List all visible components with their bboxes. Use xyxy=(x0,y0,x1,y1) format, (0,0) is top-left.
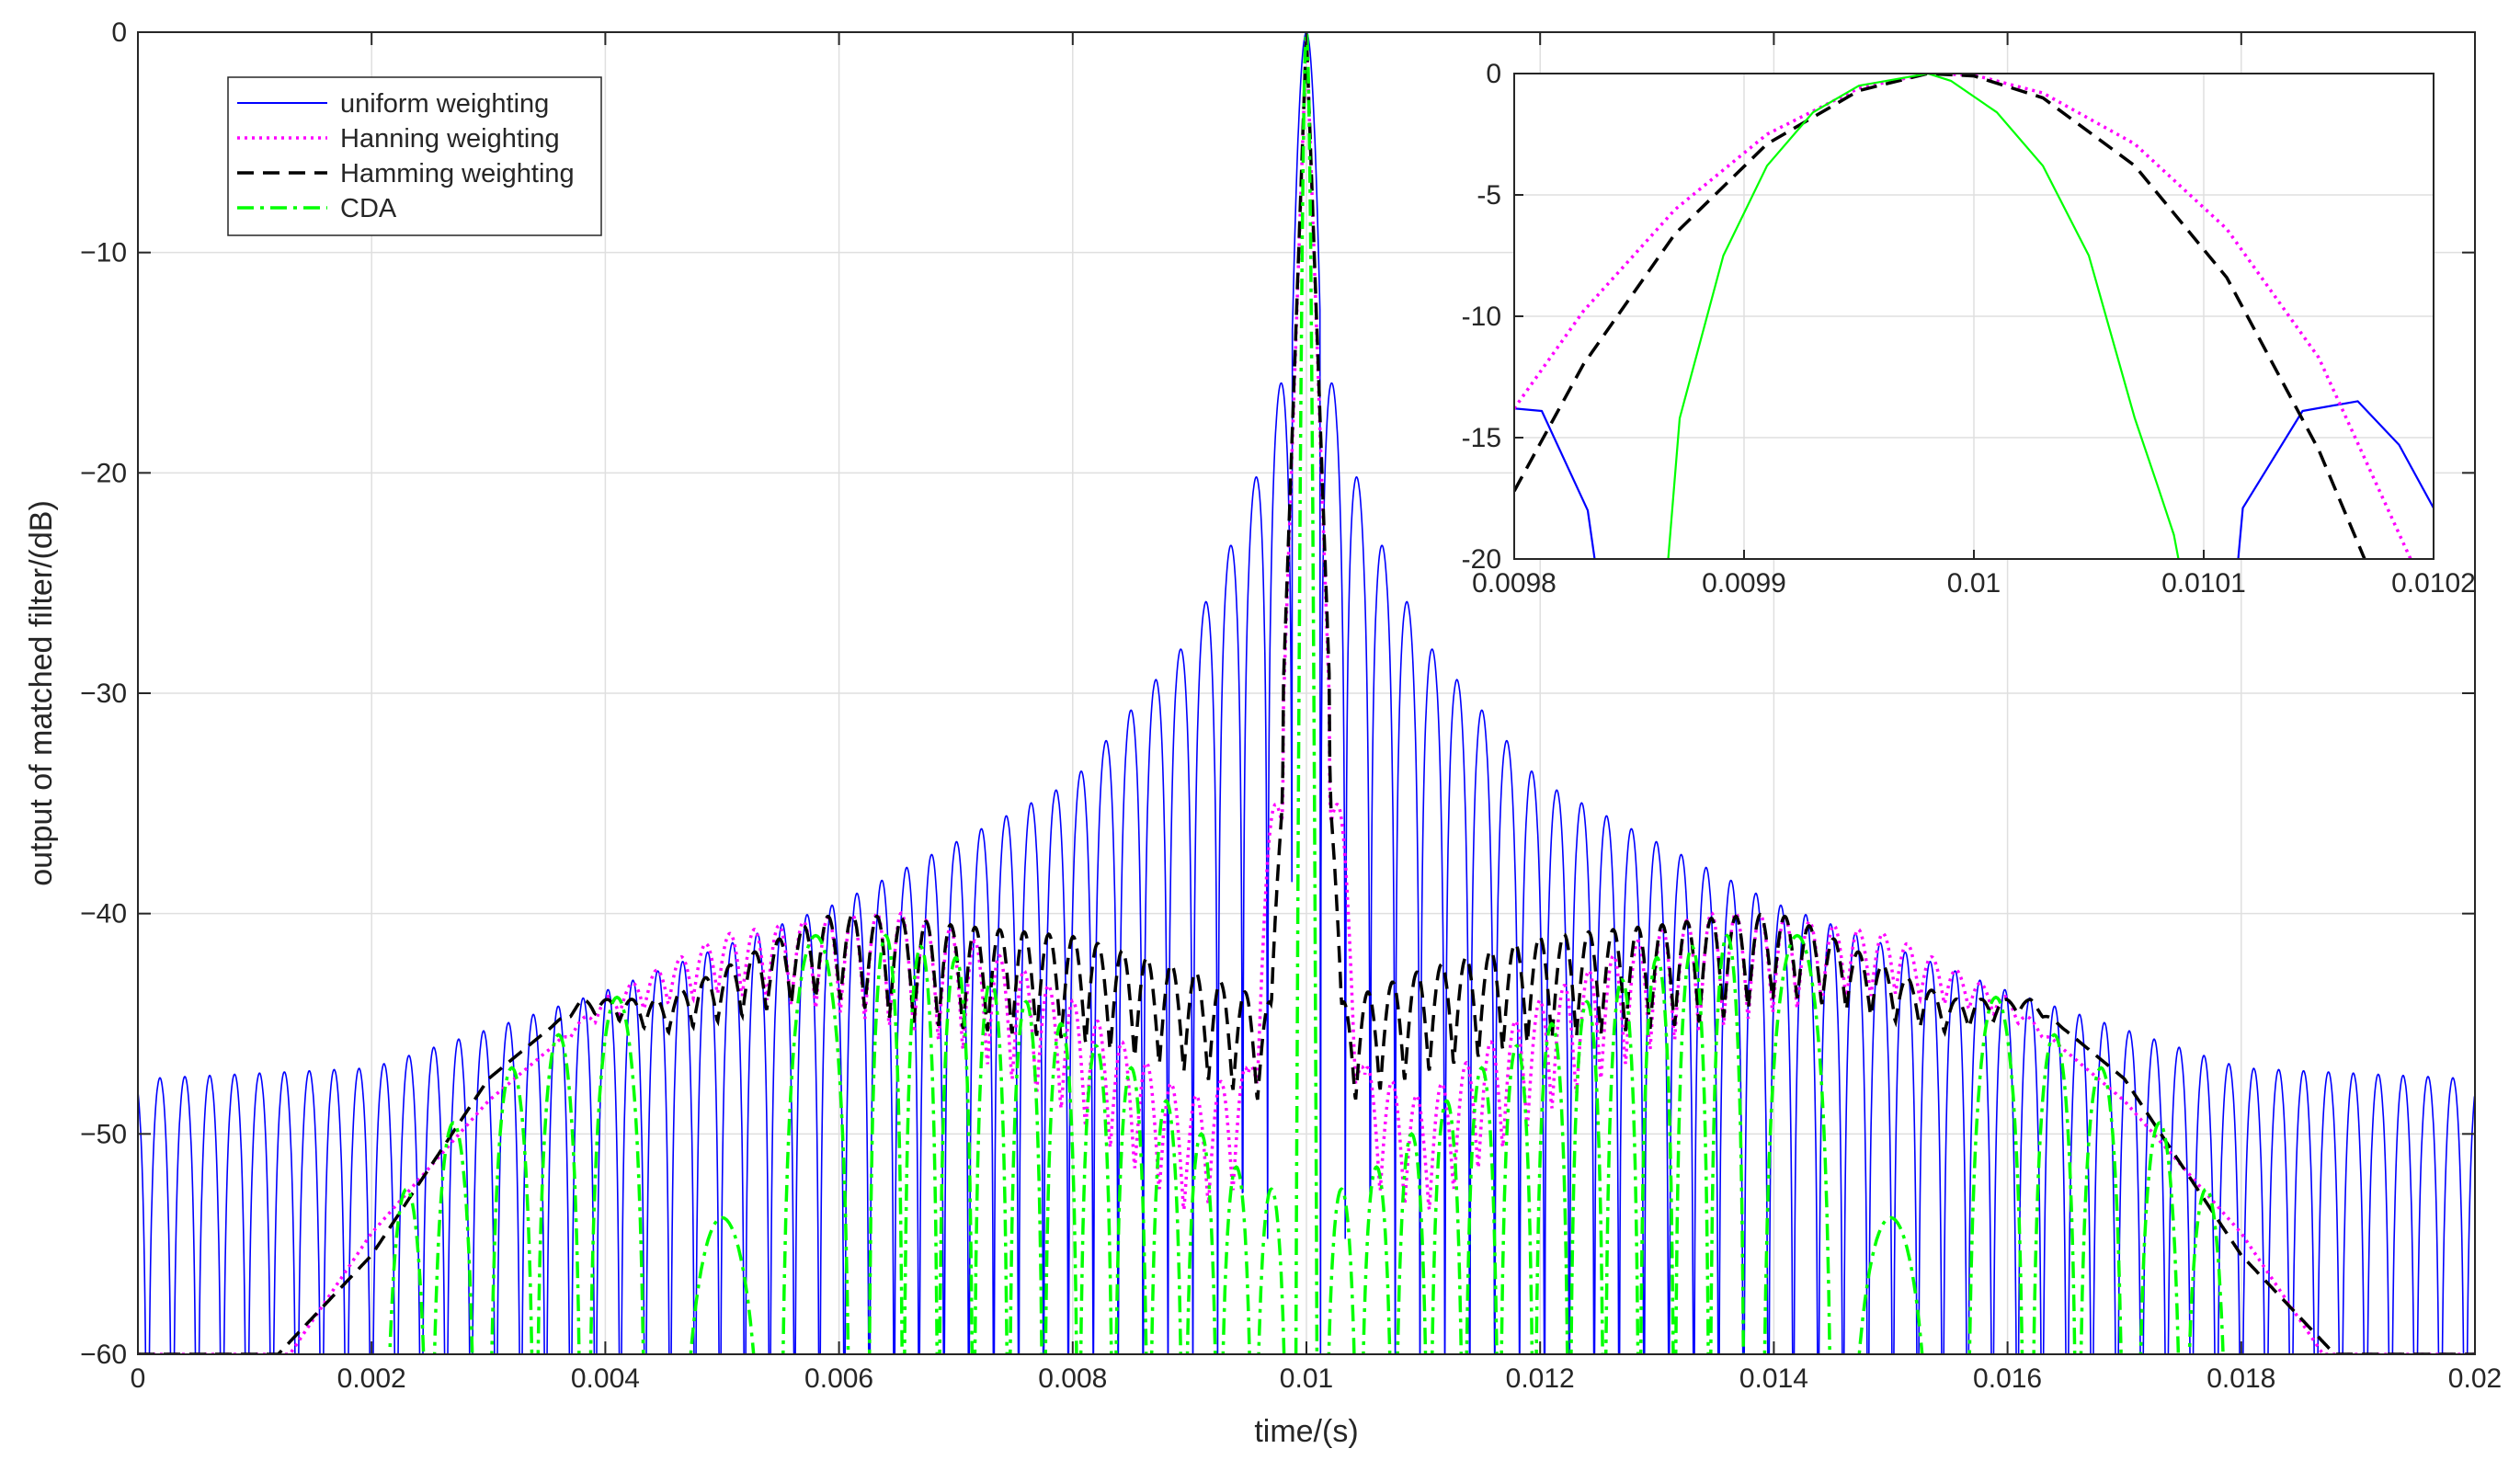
inset-series-uniform-weighting xyxy=(1514,400,2434,559)
main-y-tick-label: 0 xyxy=(111,17,127,48)
inset-x-tick-label: 0.0101 xyxy=(2161,568,2246,599)
main-x-tick-label: 0 xyxy=(131,1363,146,1394)
main-ticks: 0 0.002 0.004 0.006 0.008 0.01 0.012 0.014 0.016… xyxy=(80,17,2502,1394)
inset-x-tick-label: 0.0099 xyxy=(1702,568,1786,599)
legend: uniform weighting Hanning weighting Hammin… xyxy=(227,76,602,236)
legend-label: Hanning weighting xyxy=(340,124,560,154)
inset-y-tick-label: -5 xyxy=(1477,180,1501,211)
main-x-tick-label: 0.008 xyxy=(1038,1363,1107,1394)
y-axis-label: output of matched filter/(dB) xyxy=(24,500,59,886)
main-x-tick-label: 0.018 xyxy=(2206,1363,2275,1394)
legend-label: uniform weighting xyxy=(340,89,549,119)
inset-axes: 0.0098 0.0099 0.01 0.0101 0.0102 -20 -15 -10 -5 0 xyxy=(1462,59,2476,599)
inset-x-tick-label: 0.01 xyxy=(1947,568,2001,599)
inset-y-tick-label: -15 xyxy=(1462,423,1501,453)
main-y-tick-label: −10 xyxy=(80,238,127,268)
inset-series-hamming-weighting xyxy=(1514,74,2366,559)
main-x-tick-label: 0.012 xyxy=(1506,1363,1575,1394)
legend-label: CDA xyxy=(340,194,397,223)
series-cda xyxy=(388,32,2225,1354)
main-y-tick-label: −60 xyxy=(80,1340,127,1370)
inset-series-cda xyxy=(1667,74,2180,559)
main-y-tick-label: −30 xyxy=(80,679,127,709)
inset-ticks: 0.0098 0.0099 0.01 0.0101 0.0102 -20 -15 -10 -5 0 xyxy=(1462,59,2476,599)
inset-y-tick-label: -10 xyxy=(1462,302,1501,332)
main-x-tick-label: 0.014 xyxy=(1739,1363,1808,1394)
inset-x-tick-label: 0.0098 xyxy=(1472,568,1556,599)
main-y-tick-label: −40 xyxy=(80,899,127,930)
inset-x-tick-label: 0.0102 xyxy=(2391,568,2476,599)
main-x-tick-label: 0.016 xyxy=(1973,1363,2042,1394)
legend-label: Hamming weighting xyxy=(340,159,575,188)
main-y-tick-label: −20 xyxy=(80,458,127,488)
main-x-tick-label: 0.02 xyxy=(2448,1363,2502,1394)
inset-y-tick-label: 0 xyxy=(1486,59,1501,89)
main-x-tick-label: 0.002 xyxy=(337,1363,406,1394)
inset-series xyxy=(1514,74,2434,559)
main-y-tick-label: −50 xyxy=(80,1119,127,1149)
main-x-tick-label: 0.01 xyxy=(1280,1363,1333,1394)
main-x-tick-label: 0.006 xyxy=(804,1363,873,1394)
main-x-tick-label: 0.004 xyxy=(571,1363,640,1394)
x-axis-label: time/(s) xyxy=(1254,1414,1358,1449)
inset-y-tick-label: -20 xyxy=(1462,544,1501,575)
